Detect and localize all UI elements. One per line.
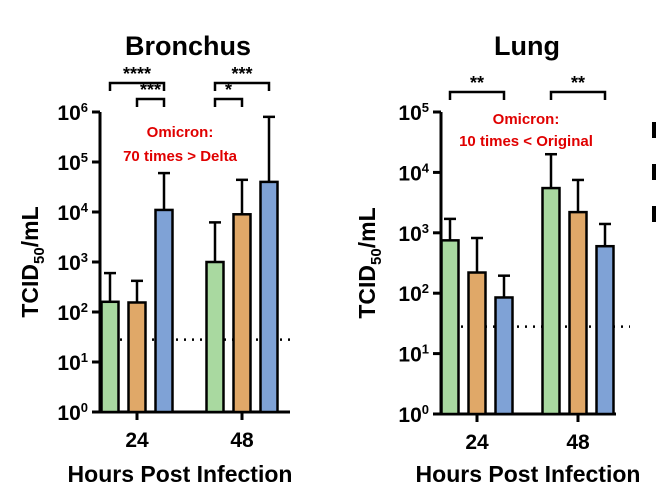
significance-label: *** xyxy=(231,64,252,84)
bar xyxy=(467,271,487,416)
chart-title: Bronchus xyxy=(125,31,251,61)
bar xyxy=(232,213,252,414)
annotation-line-2: 10 times < Original xyxy=(459,133,593,150)
y-tick-label: 101 xyxy=(57,350,88,375)
bar xyxy=(154,208,174,414)
legend-marker-cropped xyxy=(652,164,656,180)
y-tick-label: 103 xyxy=(398,221,429,246)
significance-bracket xyxy=(549,90,607,100)
x-tick-label: 24 xyxy=(465,431,489,454)
significance-bracket xyxy=(213,81,271,91)
annotation-line-1: Omicron: xyxy=(493,111,560,128)
y-tick-label: 104 xyxy=(398,160,429,185)
y-axis-label: TCID50/mL xyxy=(354,207,385,318)
bar xyxy=(595,244,615,416)
bar xyxy=(440,239,460,416)
y-tick-label: 104 xyxy=(57,200,88,225)
legend-marker-cropped xyxy=(652,122,656,138)
legend-marker-cropped xyxy=(652,206,656,222)
y-tick-label: 103 xyxy=(57,250,88,275)
significance-bracket xyxy=(448,90,506,100)
significance-label: * xyxy=(225,80,232,100)
chart-panel-1: Lung TCID50/mL 100 101 102 103 104 105 24 48 Hours… xyxy=(354,31,640,487)
x-tick-label: 48 xyxy=(230,429,254,452)
annotation-line-1: Omicron: xyxy=(147,124,214,141)
chart-panel-0: Bronchus TCID50/mL 100 101 102 103 104 105 106 24… xyxy=(17,31,292,487)
significance-bracket xyxy=(213,97,244,107)
significance-bracket xyxy=(108,81,166,91)
y-tick-label: 102 xyxy=(398,281,429,306)
bar xyxy=(205,260,225,414)
x-tick-label: 24 xyxy=(125,429,149,452)
y-tick-label: 100 xyxy=(57,400,88,425)
y-tick-label: 105 xyxy=(57,150,88,175)
x-axis-label: Hours Post Infection xyxy=(68,461,293,487)
significance-label: ** xyxy=(571,73,585,93)
significance-label: *** xyxy=(140,80,161,100)
y-tick-label: 100 xyxy=(398,402,429,427)
y-tick-label: 106 xyxy=(57,100,88,125)
bar xyxy=(541,186,561,416)
annotation-line-2: 70 times > Delta xyxy=(123,148,237,165)
y-tick-label: 102 xyxy=(57,300,88,325)
significance-label: ** xyxy=(470,73,484,93)
bar xyxy=(568,210,588,416)
x-axis-label: Hours Post Infection xyxy=(416,461,641,487)
y-axis-label: TCID50/mL xyxy=(17,206,48,317)
bar xyxy=(127,301,147,414)
bar xyxy=(100,300,120,414)
significance-bracket xyxy=(135,97,166,107)
y-tick-label: 101 xyxy=(398,342,429,367)
x-tick-label: 48 xyxy=(566,431,590,454)
bar xyxy=(259,180,279,414)
significance-label: **** xyxy=(123,64,151,84)
bar xyxy=(494,296,514,416)
chart-title: Lung xyxy=(494,31,560,61)
y-tick-label: 105 xyxy=(398,100,429,125)
